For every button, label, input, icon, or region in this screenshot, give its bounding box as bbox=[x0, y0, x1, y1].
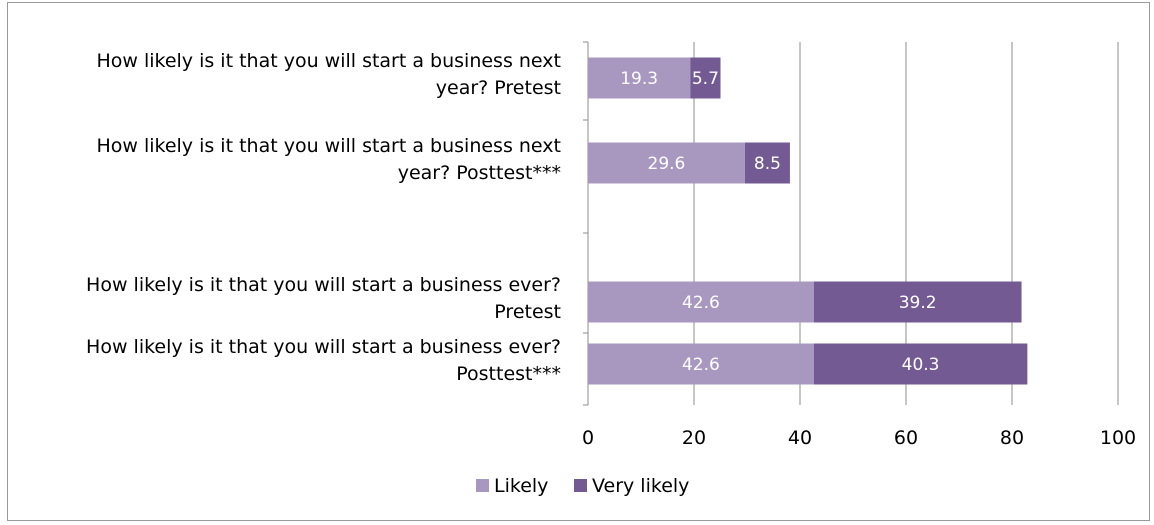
data-label: 39.2 bbox=[899, 293, 937, 313]
x-tick-label: 40 bbox=[788, 427, 812, 449]
bar-likely bbox=[588, 142, 745, 184]
category-label: How likely is it that you will start a b… bbox=[86, 336, 561, 358]
data-label: 40.3 bbox=[902, 355, 940, 375]
legend-swatch bbox=[574, 479, 587, 492]
data-label: 29.6 bbox=[648, 154, 686, 174]
bar-very-likely bbox=[813, 343, 1028, 385]
data-label: 8.5 bbox=[754, 154, 781, 174]
data-label: 42.6 bbox=[682, 355, 720, 375]
bar-likely bbox=[588, 343, 814, 385]
data-label: 19.3 bbox=[620, 69, 658, 89]
bar-very-likely bbox=[744, 142, 790, 184]
category-label: How likely is it that you will start a b… bbox=[96, 50, 561, 72]
bar-very-likely bbox=[813, 281, 1022, 323]
data-label: 5.7 bbox=[692, 69, 719, 89]
legend-label: Very likely bbox=[592, 475, 689, 497]
bar-likely bbox=[588, 57, 691, 99]
legend-swatch bbox=[476, 479, 489, 492]
x-tick-label: 20 bbox=[682, 427, 706, 449]
category-label: Pretest bbox=[494, 301, 561, 323]
legend-label: Likely bbox=[494, 475, 548, 497]
x-tick-label: 0 bbox=[582, 427, 594, 449]
category-label: year? Pretest bbox=[436, 77, 561, 99]
x-tick-label: 100 bbox=[1100, 427, 1136, 449]
data-label: 42.6 bbox=[682, 293, 720, 313]
x-tick-label: 60 bbox=[894, 427, 918, 449]
category-label: Posttest*** bbox=[456, 363, 561, 385]
chart-frame bbox=[7, 2, 1150, 521]
category-label: How likely is it that you will start a b… bbox=[86, 274, 561, 296]
category-label: How likely is it that you will start a b… bbox=[96, 135, 561, 157]
x-tick-label: 80 bbox=[1000, 427, 1024, 449]
bar-very-likely bbox=[690, 57, 721, 99]
category-label: year? Posttest*** bbox=[398, 162, 561, 184]
bar-likely bbox=[588, 281, 814, 323]
